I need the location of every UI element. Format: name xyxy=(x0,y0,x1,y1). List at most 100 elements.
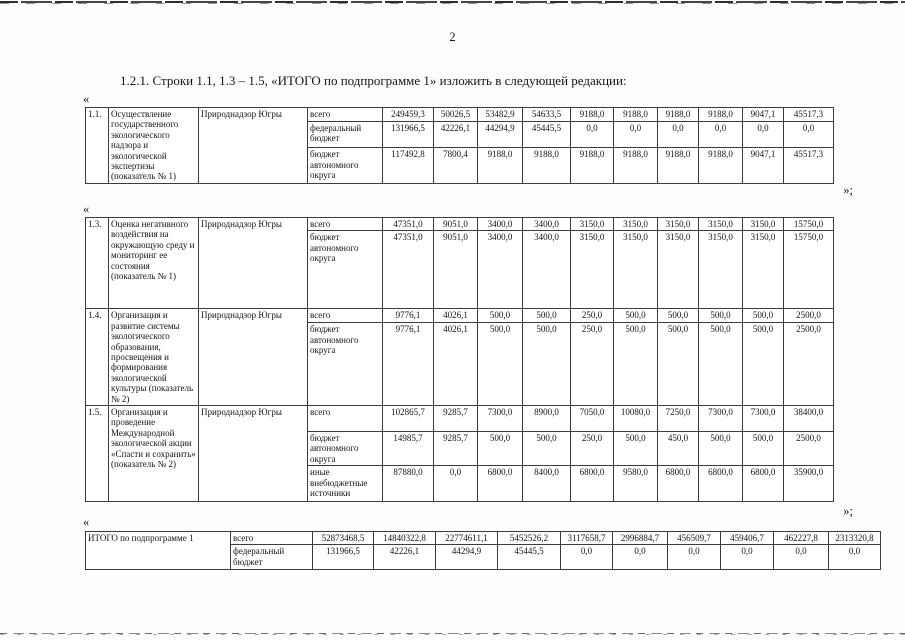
amount-cell: 10080,0 xyxy=(613,405,658,433)
amount-cell: 5452526,2 xyxy=(497,530,561,546)
amount-cell: 0,0 xyxy=(612,544,668,571)
activity-title-cell: Организация и развитие системы экологиче… xyxy=(108,308,199,407)
page-number: 2 xyxy=(449,30,456,44)
amount-cell: 249459,3 xyxy=(382,107,434,122)
budget-type-cell: всего xyxy=(230,530,313,546)
amount-cell: 500,0 xyxy=(613,308,658,324)
executor-cell: Природнадзор Югры xyxy=(198,107,308,184)
amount-cell: 500,0 xyxy=(742,431,784,467)
amount-cell: 0,0 xyxy=(657,120,699,149)
amount-cell: 6800,0 xyxy=(698,465,743,503)
amount-cell: 87880,0 xyxy=(382,465,434,503)
amount-cell: 15750,0 xyxy=(783,230,834,310)
amount-cell: 9188,0 xyxy=(570,107,614,122)
amount-cell: 500,0 xyxy=(477,322,523,407)
amount-cell: 14840322,8 xyxy=(373,530,436,546)
amount-cell: 3150,0 xyxy=(657,230,699,310)
row-number-cell: 1.1. xyxy=(85,107,109,184)
activity-title-cell: Осуществление государственного экологиче… xyxy=(108,107,199,184)
table-row: бюджет автономного округа 14985,7 9285,7 50… xyxy=(86,431,834,467)
amount-cell: 0,0 xyxy=(570,120,614,149)
amount-cell: 54633,5 xyxy=(522,107,571,122)
executor-cell: Природнадзор Югры xyxy=(198,216,308,310)
amount-cell: 3400,0 xyxy=(477,230,523,310)
budget-type-cell: федеральный бюджет xyxy=(230,544,313,571)
amount-cell: 9776,1 xyxy=(382,308,434,324)
amount-cell: 45517,3 xyxy=(783,147,834,184)
table-row: федеральный бюджет 131966,5 42226,1 44294,9… xyxy=(86,544,881,571)
activity-title-cell: Оценка негативного воздействия на окружа… xyxy=(108,216,199,310)
amount-cell: 0,0 xyxy=(698,120,743,149)
table-row: 1.1. Осуществление государственного эколо… xyxy=(85,107,834,184)
amount-cell: 500,0 xyxy=(522,308,571,324)
amount-cell: 3150,0 xyxy=(657,216,699,232)
table-row: 1.4. Организация и развитие системы эколо… xyxy=(85,308,834,407)
amount-cell: 9188,0 xyxy=(698,147,743,184)
table-row: бюджет автономного округа 117492,8 7800,4 9… xyxy=(86,147,834,184)
totals-title-cell: ИТОГО по подпрограмме 1 xyxy=(85,530,231,571)
amount-cell: 0,0 xyxy=(433,465,478,503)
table-row: ИТОГО по подпрограмме 1 всего 52873468,5 14… xyxy=(85,530,881,571)
amount-cell: 131966,5 xyxy=(312,544,374,571)
table-row: бюджет автономного округа 47351,0 9051,0 34… xyxy=(86,230,834,310)
amount-cell: 9188,0 xyxy=(698,107,743,122)
amount-cell: 450,0 xyxy=(657,431,699,467)
table-row: 1.5. Организация и проведение Международн… xyxy=(85,405,834,503)
amount-cell: 500,0 xyxy=(698,322,743,407)
budget-type-cell: федеральный бюджет xyxy=(307,120,383,149)
budget-table-rows-1-3-to-1-5: 1.3. Оценка негативного воздействия на ок… xyxy=(85,216,834,503)
amount-cell: 14985,7 xyxy=(382,431,434,467)
amount-cell: 9047,1 xyxy=(742,147,784,184)
amount-cell: 9188,0 xyxy=(570,147,614,184)
amount-cell: 3150,0 xyxy=(698,230,743,310)
amount-cell: 4026,1 xyxy=(433,322,478,407)
amount-cell: 117492,8 xyxy=(382,147,434,184)
amount-cell: 250,0 xyxy=(570,431,614,467)
amount-cell: 500,0 xyxy=(657,322,699,407)
amount-cell: 2500,0 xyxy=(783,308,834,324)
budget-type-cell: всего xyxy=(307,405,383,433)
amount-cell: 2313320,8 xyxy=(828,530,881,546)
amount-cell: 7300,0 xyxy=(742,405,784,433)
amount-cell: 9047,1 xyxy=(742,107,784,122)
amount-cell: 3400,0 xyxy=(522,230,571,310)
amount-cell: 3150,0 xyxy=(570,230,614,310)
amount-cell: 102865,7 xyxy=(382,405,434,433)
amount-cell: 3400,0 xyxy=(477,216,523,232)
amount-cell: 462227,8 xyxy=(773,530,829,546)
executor-cell: Природнадзор Югры xyxy=(198,308,308,407)
amount-cell: 9580,0 xyxy=(613,465,658,503)
budget-type-cell: бюджет автономного округа xyxy=(307,230,383,310)
amount-cell: 456509,7 xyxy=(667,530,721,546)
budget-table-row-1-1: 1.1. Осуществление государственного эколо… xyxy=(85,107,834,184)
budget-type-cell: бюджет автономного округа xyxy=(307,147,383,184)
amount-cell: 3150,0 xyxy=(570,216,614,232)
amount-cell: 9188,0 xyxy=(477,147,523,184)
amount-cell: 500,0 xyxy=(657,308,699,324)
closing-quote-mark-2: »; xyxy=(843,504,853,518)
amount-cell: 9188,0 xyxy=(613,107,658,122)
amount-cell: 47351,0 xyxy=(382,216,434,232)
activity-title-cell: Организация и проведение Международной э… xyxy=(108,405,199,503)
amount-cell: 8900,0 xyxy=(522,405,571,433)
amount-cell: 52873468,5 xyxy=(312,530,374,546)
amount-cell: 9188,0 xyxy=(657,107,699,122)
scan-artifact-top xyxy=(0,0,905,5)
amount-cell: 2500,0 xyxy=(783,431,834,467)
amount-cell: 500,0 xyxy=(698,308,743,324)
table-row: иные внебюджетные источники 87880,0 0,0 680… xyxy=(86,465,834,503)
table-row: федеральный бюджет 131966,5 42226,1 44294,9… xyxy=(86,120,834,149)
amount-cell: 500,0 xyxy=(477,431,523,467)
amount-cell: 500,0 xyxy=(698,431,743,467)
amount-cell: 3117658,7 xyxy=(560,530,613,546)
amount-cell: 0,0 xyxy=(560,544,613,571)
budget-type-cell: бюджет автономного округа xyxy=(307,322,383,407)
amount-cell: 500,0 xyxy=(742,322,784,407)
amount-cell: 9051,0 xyxy=(433,216,478,232)
amount-cell: 44294,9 xyxy=(477,120,523,149)
amount-cell: 500,0 xyxy=(522,322,571,407)
opening-quote-mark-1: « xyxy=(83,92,90,106)
amount-cell: 500,0 xyxy=(522,431,571,467)
row-number-cell: 1.4. xyxy=(85,308,109,407)
